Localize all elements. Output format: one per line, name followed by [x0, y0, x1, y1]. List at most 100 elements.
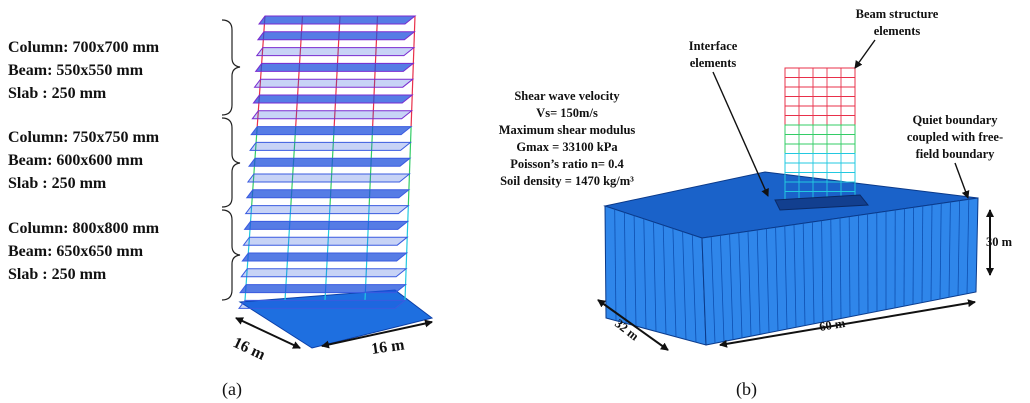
- dimension-arrow: [597, 299, 669, 351]
- mesh-line: [921, 205, 924, 303]
- column: [412, 47, 415, 64]
- slab: [239, 284, 407, 294]
- group-label: Column: 750x750 mm: [8, 129, 160, 146]
- brace: [221, 209, 241, 301]
- group-label: Column: 800x800 mm: [8, 220, 160, 237]
- mesh-line: [858, 215, 860, 315]
- dimension-label: 30 m: [986, 235, 1013, 249]
- mesh-line: [930, 204, 933, 301]
- dimension-label: 16 m: [230, 334, 268, 364]
- callout-arrow: [954, 162, 970, 199]
- slab: [255, 47, 416, 57]
- slab: [245, 189, 411, 199]
- slab: [250, 126, 413, 136]
- callout-arrow: [712, 71, 769, 197]
- tower-floor: [784, 153, 856, 164]
- slab: [252, 94, 414, 104]
- callout-label: field boundary: [916, 147, 996, 161]
- slab: [258, 15, 417, 25]
- group-label: Column: 700x700 mm: [8, 39, 160, 56]
- property-line: Shear wave velocity: [514, 89, 620, 103]
- mesh-line: [948, 201, 951, 298]
- callout-label: elements: [874, 24, 921, 38]
- mesh-line: [966, 199, 970, 294]
- dimension-arrow: [235, 317, 301, 349]
- column: [404, 268, 407, 285]
- column: [407, 205, 409, 222]
- tower-floor: [784, 134, 856, 145]
- column: [408, 173, 411, 190]
- column: [410, 110, 413, 127]
- group-label: Slab : 250 mm: [8, 175, 107, 192]
- column: [413, 31, 416, 48]
- column: [404, 284, 407, 301]
- tower-floor: [784, 67, 856, 78]
- slab: [248, 157, 412, 167]
- tower-floor: [784, 77, 856, 88]
- slab: [246, 173, 411, 183]
- column: [407, 189, 410, 206]
- mesh-line: [957, 200, 960, 296]
- mesh-line: [682, 231, 687, 340]
- caption: (b): [736, 379, 757, 400]
- slab: [242, 236, 409, 246]
- mesh-line: [691, 234, 697, 343]
- column: [409, 142, 412, 159]
- slab: [238, 299, 407, 309]
- mesh-line: [672, 228, 677, 337]
- column: [406, 237, 408, 254]
- property-line: Soil density = 1470 kg/m³: [500, 174, 634, 188]
- brace: [221, 117, 241, 208]
- column: [411, 94, 413, 111]
- tower-base: [774, 194, 869, 211]
- mesh-line: [912, 207, 914, 305]
- mesh-line: [710, 236, 716, 344]
- column: [413, 15, 416, 32]
- group-label: Slab : 250 mm: [8, 266, 107, 283]
- tower-floor: [784, 96, 856, 107]
- slab: [254, 62, 415, 72]
- tower-floor: [784, 143, 856, 154]
- dimension-label: 60 m: [818, 316, 846, 334]
- column: [409, 126, 412, 143]
- dimension-arrow: [719, 299, 976, 348]
- group-label: Beam: 600x600 mm: [8, 152, 144, 169]
- caption: (a): [222, 379, 242, 400]
- group-label: Beam: 650x650 mm: [8, 243, 144, 260]
- tower-floor: [784, 115, 856, 126]
- building-model: [238, 15, 434, 349]
- slab: [253, 78, 415, 88]
- callout-label: Beam structure: [856, 7, 939, 21]
- group-label: Slab : 250 mm: [8, 85, 107, 102]
- column: [412, 63, 414, 80]
- slab: [251, 110, 414, 120]
- property-line: Gmax = 33100 kPa: [516, 140, 618, 154]
- slab: [244, 205, 410, 215]
- group-label: Beam: 550x550 mm: [8, 62, 144, 79]
- property-line: Poisson’s ratio n= 0.4: [510, 157, 624, 171]
- slab: [256, 31, 416, 41]
- slab: [243, 220, 410, 230]
- column: [411, 79, 414, 96]
- brace: [221, 19, 241, 116]
- callout-label: Interface: [689, 39, 738, 53]
- dimension-arrow: [321, 319, 433, 349]
- callout-arrows: [712, 39, 970, 199]
- tower-floor: [784, 105, 856, 116]
- tower-floor: [784, 162, 856, 173]
- tower-floor: [784, 124, 856, 135]
- column: [406, 221, 409, 238]
- slab: [249, 141, 412, 151]
- slab: [241, 252, 409, 262]
- mesh-line: [939, 203, 942, 300]
- property-line: Maximum shear modulus: [499, 123, 636, 137]
- tower-floor: [784, 86, 856, 97]
- column: [405, 252, 408, 269]
- slab: [240, 268, 408, 278]
- callout-label: Quiet boundary: [912, 113, 998, 127]
- column: [408, 158, 411, 175]
- callout-label: coupled with free-: [907, 130, 1003, 144]
- braces: [221, 19, 241, 301]
- callout-label: elements: [690, 56, 737, 70]
